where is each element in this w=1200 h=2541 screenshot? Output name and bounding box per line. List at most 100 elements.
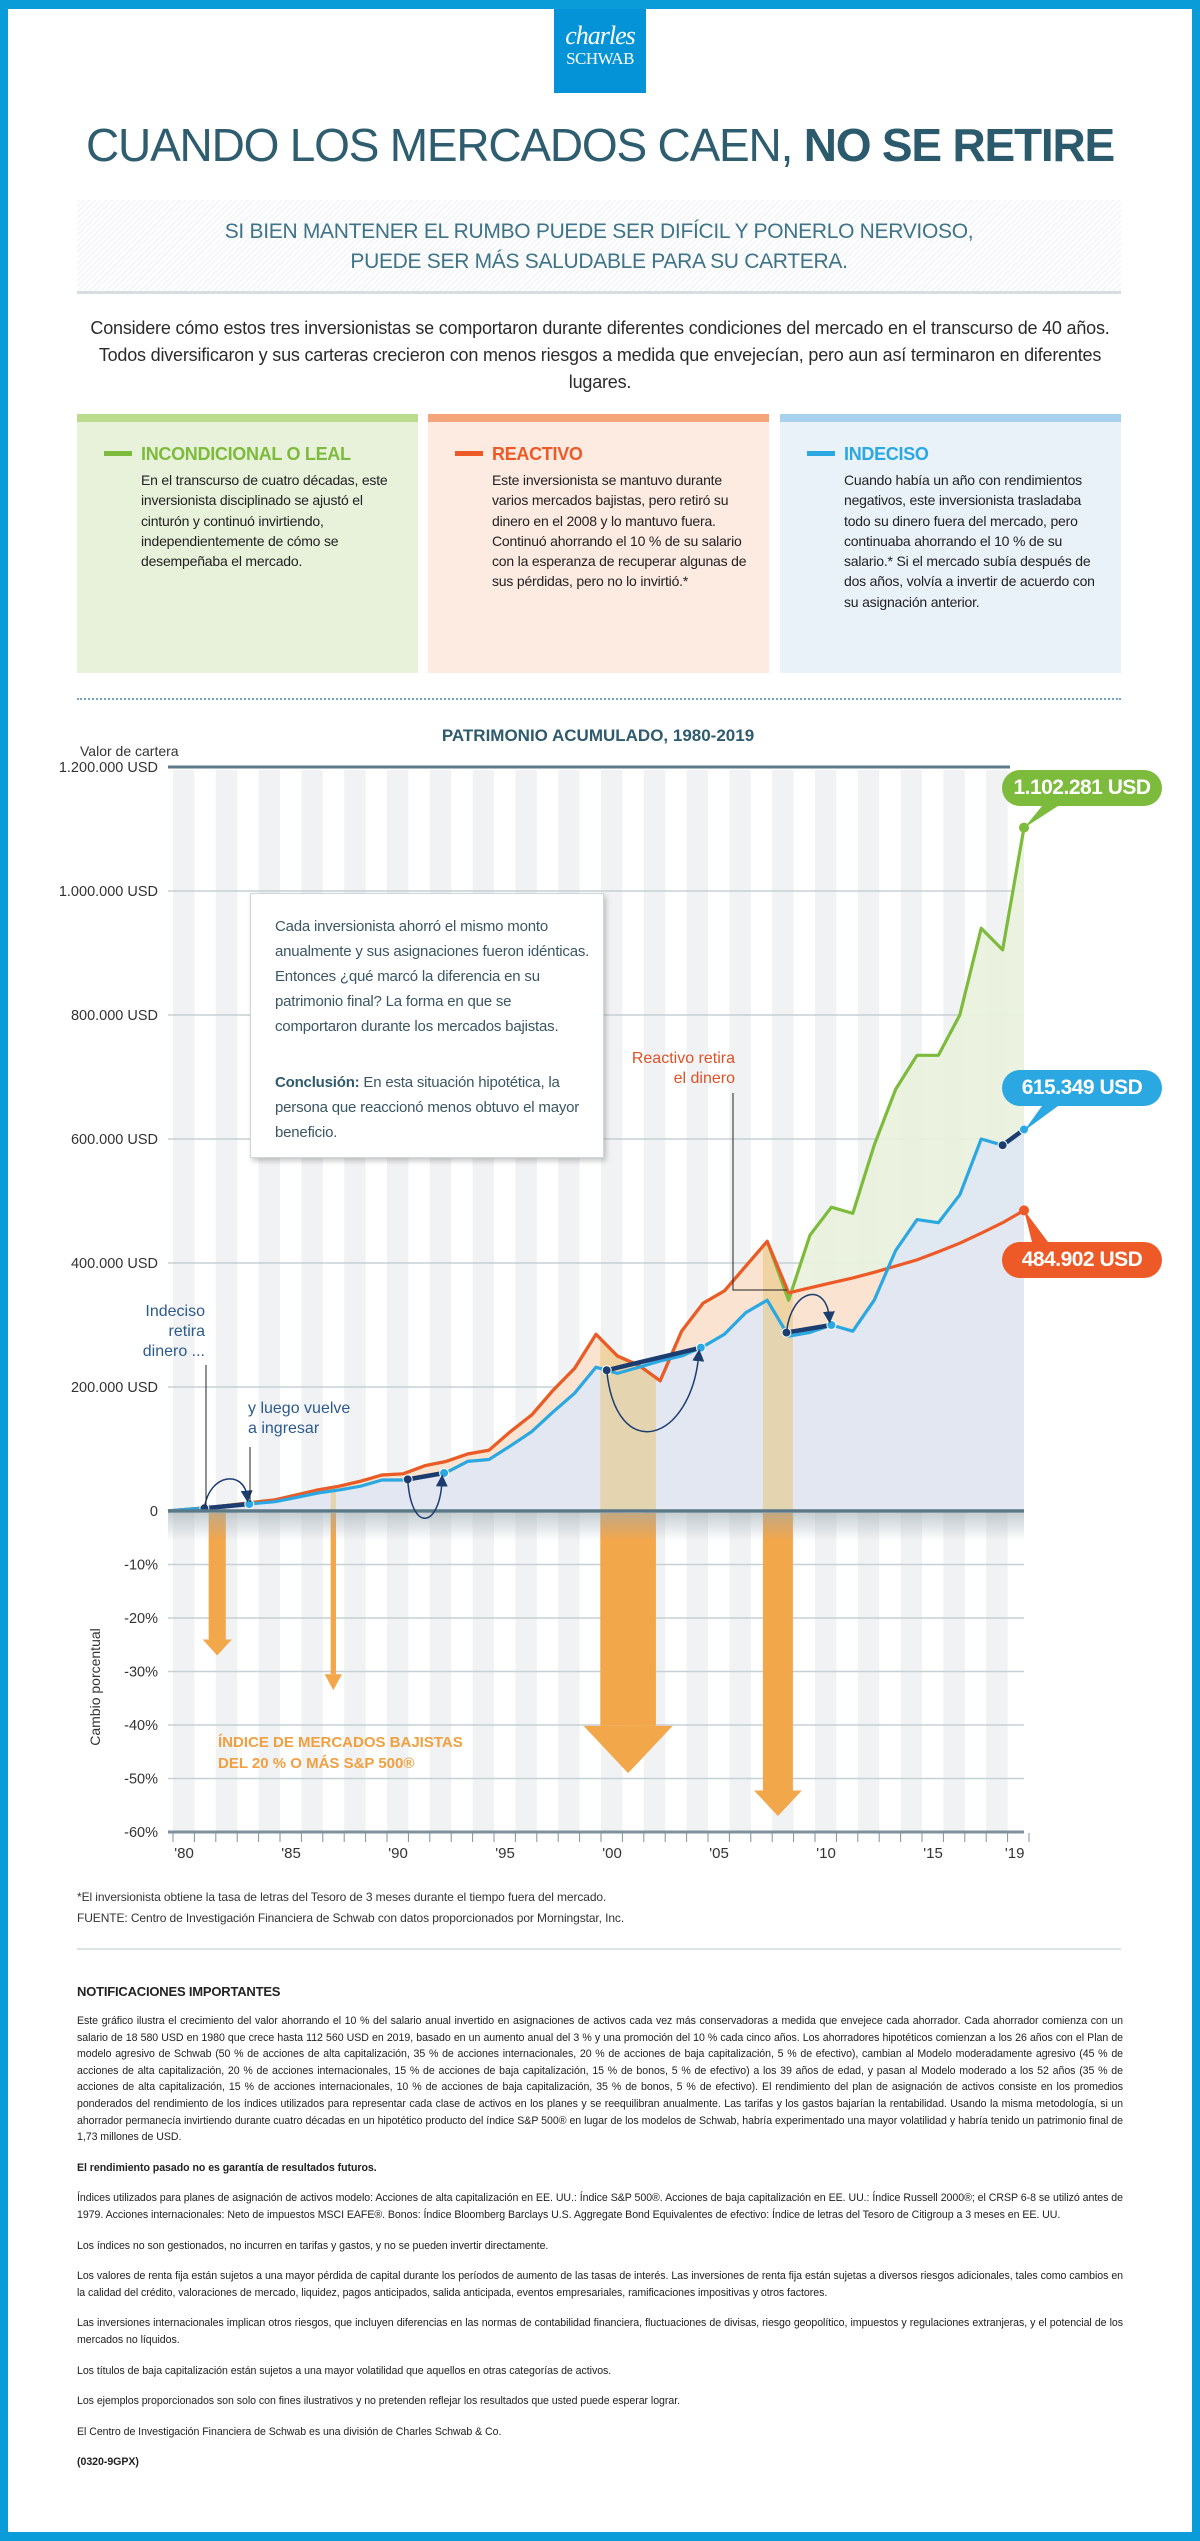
out-of-market-segment [604,1345,704,1373]
area-fill-indeciso [168,1129,1024,1511]
annotation-indeciso-out: retira [169,1323,206,1340]
footnote-source: FUENTE: Centro de Investigación Financie… [77,1911,625,1925]
series-line-indeciso [167,1128,1025,1513]
y-tick-label: 400.000 USD [71,1256,158,1272]
annotation-reactivo-out: Reactivo retira [632,1050,735,1067]
card-top-bar [428,414,769,422]
out-of-market-segment [784,1322,834,1335]
x-tick-label: '95 [495,1845,515,1862]
reentry-dot [439,1467,450,1478]
annotation-indeciso-in: y luego vuelve [248,1400,350,1417]
annotation-bear-market: DEL 20 % O MÁS S&P 500® [218,1755,414,1772]
exit-dot [997,1140,1008,1151]
notice-paragraph: El Centro de Investigación Financiera de… [77,2425,502,2438]
chart-title: PATRIMONIO ACUMULADO, 1980-2019 [442,726,754,745]
notices-title: NOTIFICACIONES IMPORTANTES [77,1984,281,1999]
card-title: INDECISO [844,444,929,464]
card-heading: INDECISO [807,444,929,465]
notice-paragraph: Los índices no son gestionados, no incur… [77,2239,549,2252]
card-text: En el transcurso de cuatro décadas, este… [141,472,388,570]
out-of-market-segment [405,1470,447,1482]
y-tick-label-lower: -40% [124,1718,158,1734]
y-tick-label: 1.000.000 USD [59,884,158,900]
card-indeciso: INDECISO Cuando había un año con rendimi… [780,414,1121,673]
card-top-bar [780,414,1121,422]
important-notices: NOTIFICACIONES IMPORTANTES Este gráfico … [77,1984,1123,2485]
curved-arrow-icon [605,1349,705,1433]
notice-paragraph: Este gráfico ilustra el crecimiento del … [77,2015,1123,2144]
notice-paragraph: Las inversiones internacionales implican… [77,2317,1123,2346]
legend-line-icon [455,451,483,457]
y-tick-label-lower: -10% [124,1558,158,1574]
card-top-bar [77,414,418,422]
final-value-badge-incondicional: 1.102.281 USD [1002,770,1162,806]
legend-line-icon [104,451,132,457]
x-tick-label: '80 [174,1845,194,1862]
conclusion-text: En esta situación hipotética, la persona… [275,1074,580,1141]
card-heading: INCONDICIONAL O LEAL [104,444,351,465]
annotation-reactivo-out: el dinero [674,1070,735,1087]
title-bold: NO SE RETIRE [803,119,1115,171]
y-tick-label-lower: -30% [124,1665,158,1681]
curved-arrow-icon [785,1293,835,1333]
year-stripe [215,770,238,1833]
card-reactivo: REACTIVO Este inversionista se mantuvo d… [428,414,769,673]
leader-line [732,1093,787,1291]
dotted-divider [77,698,1121,700]
bear-market-arrow-shaft [330,1513,336,1675]
y-tick-label: 600.000 USD [71,1132,158,1148]
y-axis-label: Valor de cartera [80,743,179,759]
bear-market-arrow-shaft [208,1513,226,1640]
footnote-asterisk: *El inversionista obtiene la tasa de let… [77,1890,607,1904]
legend-line-icon [807,451,835,457]
subtitle-banner: SI BIEN MANTENER EL RUMBO PUEDE SER DIFÍ… [77,200,1121,294]
x-tick-label: '85 [281,1845,301,1862]
logo-line2: SCHWAB [566,49,634,68]
y-tick-label: 0 [150,1504,158,1520]
card-incondicional: INCONDICIONAL O LEAL En el transcurso de… [77,414,418,673]
y-tick-label-lower: -50% [124,1772,158,1788]
subtitle-line1: SI BIEN MANTENER EL RUMBO PUEDE SER DIFÍ… [224,220,974,243]
x-tick-label: '19 [1005,1845,1025,1862]
notice-paragraph: El rendimiento pasado no es garantía de … [77,2161,377,2174]
intro-text: Considere cómo estos tres inversionistas… [90,318,1110,392]
page-title: CUANDO LOS MERCADOS CAEN, NO SE RETIRE [0,118,1200,172]
curved-arrow-icon [203,1478,253,1509]
annotation-indeciso-in: a ingresar [248,1420,320,1437]
y-tick-label-lower: -60% [124,1825,158,1841]
x-tick-label: '00 [602,1845,622,1862]
card-text: Cuando había un año con rendimientos neg… [844,472,1095,610]
annotation-bear-market: ÍNDICE DE MERCADOS BAJISTAS [218,1734,463,1751]
curved-arrow-icon [406,1474,448,1519]
x-tick-label: '90 [388,1845,408,1862]
y-tick-label: 800.000 USD [71,1008,158,1024]
charles-schwab-logo: charles SCHWAB [554,9,646,93]
title-light: CUANDO LOS MERCADOS CAEN, [86,119,804,171]
zero-line-shadow [168,1513,1024,1541]
badge-pointer [1024,1210,1048,1242]
bear-market-arrow-head [583,1725,673,1774]
notice-paragraph: Los ejemplos proporcionados son solo con… [77,2395,681,2408]
bear-market-arrow-head [202,1639,232,1656]
card-text: Este inversionista se mantuvo durante va… [492,472,747,590]
annotation-indeciso-out: Indeciso [145,1303,205,1320]
bear-market-arrow-head [753,1790,802,1816]
reentry-dot [244,1499,255,1510]
series-line-reactivo [167,1209,1025,1513]
callout-conclusion: Conclusión: En esta situación hipotética… [275,1070,595,1145]
subtitle-line2: PUEDE SER MÁS SALUDABLE PARA SU CARTERA. [350,250,848,273]
reentry-dot [695,1342,706,1353]
y-tick-label: 1.200.000 USD [59,760,158,776]
bear-market-arrow-shaft [762,1513,793,1791]
card-title: REACTIVO [492,444,583,464]
notice-paragraph: Los valores de renta fija están sujetos … [77,2270,1123,2299]
badge-pointer [1024,1106,1058,1131]
final-value-badge-reactivo: 484.902 USD [1002,1242,1162,1278]
x-tick-label: '10 [816,1845,836,1862]
badge-pointer [1024,806,1058,828]
card-heading: REACTIVO [455,444,583,465]
document-code: (0320-9GPX) [77,2456,139,2469]
reentry-dot [1019,1124,1029,1135]
year-stripe [686,770,708,1833]
callout-text: Cada inversionista ahorró el mismo monto… [275,918,590,1035]
